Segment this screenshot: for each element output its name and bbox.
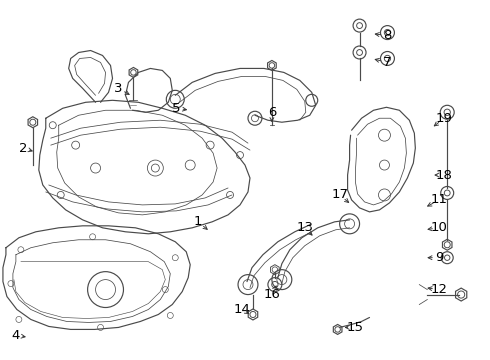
Text: 3: 3	[114, 82, 122, 95]
Text: 15: 15	[346, 321, 363, 334]
Text: 9: 9	[435, 251, 443, 264]
Text: 2: 2	[19, 141, 27, 155]
Text: 13: 13	[296, 221, 313, 234]
Text: 1: 1	[194, 215, 202, 228]
Text: 11: 11	[431, 193, 448, 206]
Text: 10: 10	[431, 221, 448, 234]
Text: 8: 8	[383, 29, 392, 42]
Text: 14: 14	[234, 303, 250, 316]
Text: 17: 17	[331, 188, 348, 202]
Text: 19: 19	[436, 112, 453, 125]
Text: 18: 18	[436, 168, 453, 181]
Text: 4: 4	[12, 329, 20, 342]
Text: 16: 16	[264, 288, 280, 301]
Text: 7: 7	[383, 56, 392, 69]
Text: 6: 6	[268, 106, 276, 119]
Text: 12: 12	[431, 283, 448, 296]
Text: 5: 5	[172, 102, 180, 115]
